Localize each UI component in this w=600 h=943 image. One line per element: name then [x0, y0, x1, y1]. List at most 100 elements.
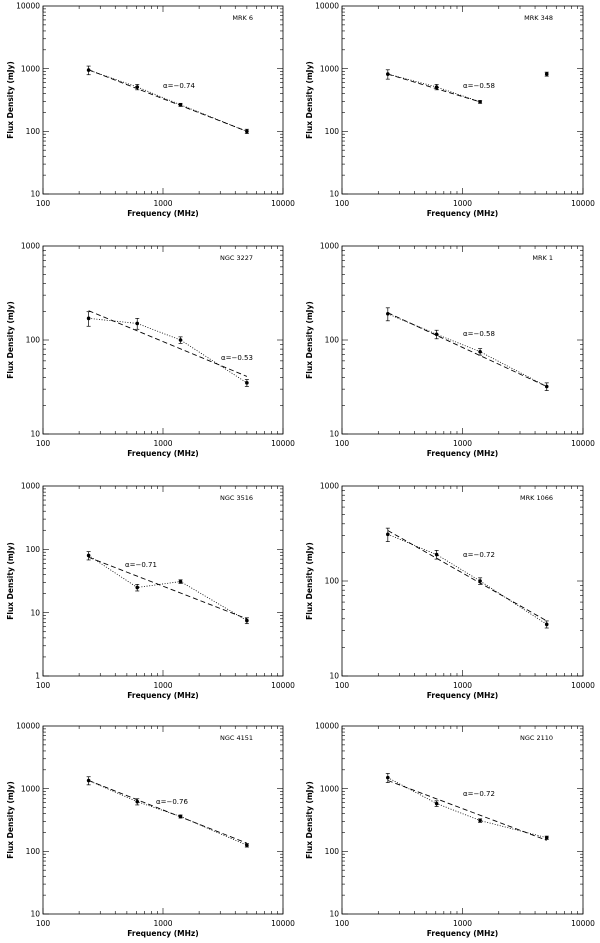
y-tick-label: 100 — [325, 847, 340, 856]
source-name: MRK 1066 — [520, 494, 553, 502]
x-tick-label: 10000 — [571, 681, 595, 690]
x-axis-label: Frequency (MHz) — [127, 929, 198, 938]
y-tick-label: 100 — [325, 127, 340, 136]
y-tick-label: 100 — [26, 545, 41, 554]
x-axis-label: Frequency (MHz) — [427, 929, 498, 938]
data-point — [135, 321, 140, 326]
x-tick-label: 1000 — [153, 199, 172, 208]
y-tick-label: 100 — [26, 847, 41, 856]
spectral-index-label: α=−0.71 — [125, 561, 157, 569]
y-tick-label: 1000 — [21, 242, 40, 251]
data-point — [245, 129, 249, 134]
spectral-index-label: α=−0.72 — [463, 551, 495, 559]
data-point — [135, 585, 140, 590]
x-tick-label: 100 — [335, 439, 350, 448]
x-axis-label: Frequency (MHz) — [127, 449, 198, 458]
x-axis-label: Frequency (MHz) — [127, 209, 198, 218]
x-tick-label: 10000 — [571, 439, 595, 448]
plot-frame — [341, 485, 584, 677]
source-name: NGC 2110 — [520, 734, 553, 742]
plot-frame — [42, 5, 284, 195]
plot-frame — [341, 725, 584, 915]
source-name: NGC 4151 — [220, 734, 253, 742]
data-point — [544, 622, 549, 627]
x-tick-label: 1000 — [153, 681, 172, 690]
x-tick-label: 10000 — [571, 199, 595, 208]
y-tick-label: 100 — [325, 336, 340, 345]
x-tick-label: 10000 — [271, 681, 295, 690]
data-point — [178, 579, 183, 584]
plot-frame — [42, 245, 284, 435]
y-axis-label: Flux Density (mJy) — [305, 781, 314, 859]
data-point — [434, 332, 439, 337]
x-tick-label: 100 — [335, 919, 350, 928]
y-tick-label: 1000 — [320, 64, 339, 73]
data-point — [135, 85, 140, 89]
power-law-fit-line — [88, 556, 248, 620]
dotted-series-line — [387, 777, 547, 839]
y-tick-label: 100 — [26, 336, 41, 345]
x-tick-label: 100 — [36, 199, 51, 208]
y-tick-label: 1000 — [320, 242, 339, 251]
data-point — [544, 835, 549, 840]
y-tick-label: 10 — [329, 672, 339, 681]
y-axis-label: Flux Density (mJy) — [305, 61, 314, 139]
x-axis-label: Frequency (MHz) — [427, 209, 498, 218]
x-tick-label: 10000 — [271, 199, 295, 208]
plot-frame — [42, 485, 284, 677]
x-tick-label: 10000 — [271, 439, 295, 448]
y-tick-label: 1000 — [21, 64, 40, 73]
x-tick-label: 1000 — [453, 199, 472, 208]
x-tick-label: 100 — [36, 439, 51, 448]
y-tick-label: 10000 — [16, 722, 40, 731]
x-tick-label: 1000 — [453, 919, 472, 928]
dotted-series-line — [88, 555, 248, 621]
y-tick-label: 10 — [30, 430, 40, 439]
y-tick-label: 1 — [35, 672, 40, 681]
data-point — [245, 618, 249, 623]
data-point — [178, 814, 183, 819]
data-point — [178, 103, 183, 107]
y-tick-label: 1000 — [320, 482, 339, 491]
x-axis-label: Frequency (MHz) — [127, 691, 198, 700]
data-point — [478, 349, 482, 354]
power-law-fit-line — [387, 312, 547, 387]
source-name: NGC 3227 — [220, 254, 253, 262]
x-tick-label: 100 — [36, 919, 51, 928]
spectral-index-label: α=−0.76 — [156, 798, 188, 806]
y-tick-label: 10 — [329, 910, 339, 919]
y-tick-label: 10000 — [315, 722, 339, 731]
dotted-series-line — [88, 317, 248, 384]
y-axis-label: Flux Density (mJy) — [305, 542, 314, 620]
data-point — [86, 778, 91, 783]
y-axis-label: Flux Density (mJy) — [305, 301, 314, 379]
x-tick-label: 1000 — [453, 439, 472, 448]
power-law-fit-line — [387, 530, 547, 622]
extra-data-point — [544, 72, 549, 76]
y-axis-label: Flux Density (mJy) — [6, 781, 15, 859]
x-tick-label: 1000 — [453, 681, 472, 690]
y-axis-label: Flux Density (mJy) — [6, 61, 15, 139]
x-tick-label: 1000 — [153, 439, 172, 448]
data-point — [434, 85, 439, 89]
dotted-series-line — [387, 73, 481, 103]
plot-frame — [341, 245, 584, 435]
y-tick-label: 1000 — [320, 784, 339, 793]
data-point — [478, 579, 482, 583]
data-point — [86, 553, 91, 558]
source-name: MRK 348 — [524, 14, 553, 22]
y-tick-label: 10 — [30, 910, 40, 919]
x-tick-label: 10000 — [571, 919, 595, 928]
power-law-fit-line — [387, 73, 481, 103]
x-tick-label: 1000 — [153, 919, 172, 928]
y-tick-label: 10 — [329, 190, 339, 199]
y-tick-label: 100 — [325, 577, 340, 586]
y-tick-label: 100 — [26, 127, 41, 136]
spectral-index-label: α=−0.53 — [221, 354, 253, 362]
data-point — [386, 311, 390, 316]
